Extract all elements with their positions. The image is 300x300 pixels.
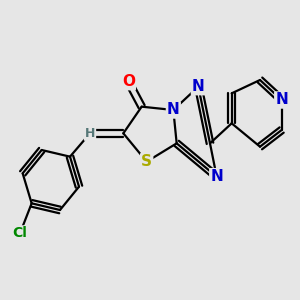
Text: N: N [167,103,180,118]
Text: N: N [192,79,205,94]
Text: S: S [141,154,152,169]
Text: O: O [122,74,135,89]
Text: N: N [275,92,288,107]
Text: H: H [85,127,95,140]
Text: N: N [210,169,223,184]
Text: Cl: Cl [13,226,27,240]
